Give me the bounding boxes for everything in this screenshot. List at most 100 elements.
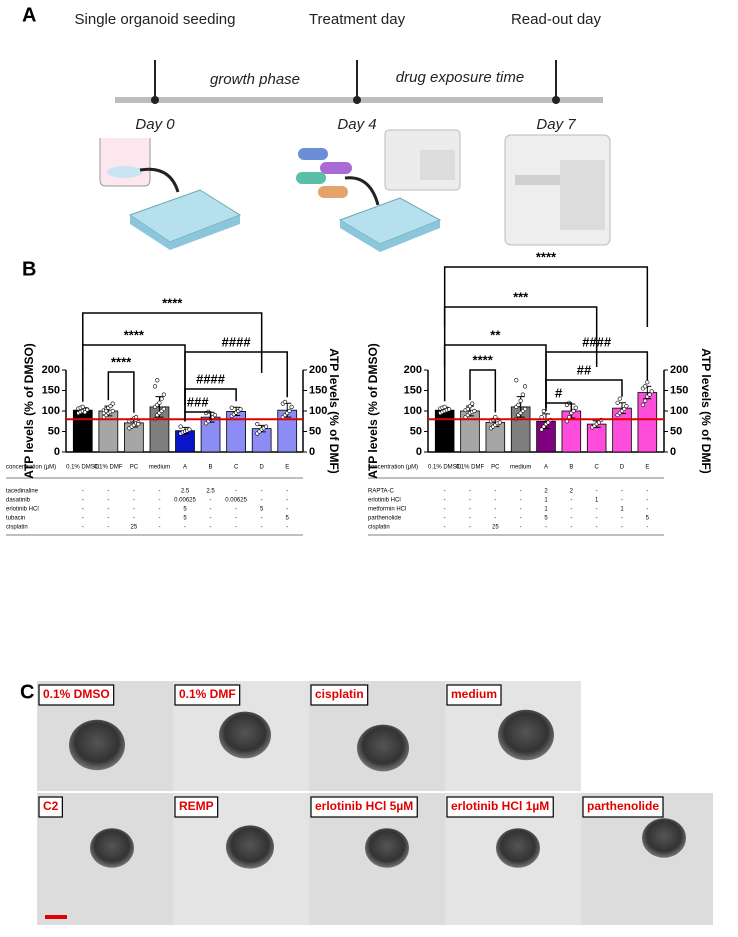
y-tick-label: 0 — [54, 446, 60, 458]
day: Day 0 — [135, 116, 175, 133]
table-cell: - — [494, 489, 496, 495]
table-cell: 5 — [544, 516, 548, 522]
table-cell: - — [646, 525, 648, 531]
table-cell: 1 — [620, 507, 624, 513]
x-tick-label: medium — [149, 465, 170, 471]
table-cell: - — [82, 489, 84, 495]
data-point — [161, 406, 166, 412]
table-cell: - — [469, 507, 471, 513]
organoid — [357, 724, 409, 772]
label-box — [310, 796, 418, 818]
table-row-label: metformin HCl — [368, 507, 406, 513]
data-point — [161, 392, 166, 397]
table-cell: 1 — [595, 498, 599, 504]
image-label: C2 — [43, 799, 59, 813]
x-tick-label: B — [209, 465, 213, 471]
table-cell: - — [158, 525, 160, 531]
table-cell: - — [210, 516, 212, 522]
significance-bracket — [545, 379, 623, 408]
significance-bracket — [82, 312, 263, 373]
y-axis-title: ATP levels (% of DMSO) — [366, 343, 380, 479]
bar — [72, 409, 93, 453]
table-cell: - — [621, 525, 623, 531]
label-box — [38, 684, 115, 706]
table-cell: - — [82, 525, 84, 531]
data-point — [643, 384, 648, 389]
label-box — [446, 796, 554, 818]
image-label: medium — [451, 687, 497, 701]
timeline-dots — [151, 96, 560, 104]
table-cell: - — [646, 489, 648, 495]
x-tick-label: 0.1% DMSO — [428, 465, 462, 471]
table-cell: - — [520, 507, 522, 513]
label-box — [446, 684, 502, 706]
table-cell: - — [570, 516, 572, 522]
data-point — [643, 398, 648, 403]
table-row-label: cisplatin — [368, 525, 390, 531]
table-cell: 2.5 — [206, 489, 215, 495]
table-cell: - — [520, 525, 522, 531]
data-point — [649, 389, 654, 394]
data-point — [289, 404, 294, 410]
bar — [586, 423, 607, 453]
table-cell: - — [596, 507, 598, 513]
x-tick-label: A — [183, 465, 187, 471]
significance-label: #### — [196, 371, 226, 386]
table-cell: - — [520, 498, 522, 504]
label-box — [582, 796, 664, 818]
data-point — [238, 407, 243, 412]
table-row-label: cisplatin — [6, 525, 28, 531]
data-point — [622, 406, 627, 412]
y-tick-label: 150 — [42, 384, 60, 396]
table-cell: - — [133, 507, 135, 513]
table-cell: 2 — [544, 489, 548, 495]
data-point — [442, 404, 447, 410]
y-tick-label: 50 — [48, 425, 60, 437]
data-point — [263, 424, 269, 429]
bar — [460, 410, 480, 453]
data-point — [514, 378, 519, 383]
image-label: erlotinib HCl 1µM — [451, 799, 549, 813]
table-cell: - — [444, 498, 446, 504]
table-cell: - — [235, 507, 237, 513]
table-cell: - — [286, 507, 288, 513]
table-cell: - — [133, 498, 135, 504]
label-box — [38, 796, 63, 818]
significance-label: ### — [187, 394, 209, 409]
data-point — [157, 400, 162, 405]
y2-tick-label: 100 — [670, 405, 688, 417]
y2-tick-label: 150 — [670, 384, 688, 396]
data-point — [104, 408, 109, 414]
table-cell: - — [82, 507, 84, 513]
data-point — [446, 407, 452, 412]
data-point — [640, 402, 646, 407]
phase: drug exposure time — [396, 69, 524, 86]
bar — [98, 410, 119, 453]
table-cell: - — [520, 516, 522, 522]
table-cell: - — [261, 516, 263, 522]
y2-axis-title: ATP levels (% of DMF) — [327, 348, 341, 474]
table-cell: - — [158, 507, 160, 513]
table-cell: - — [494, 498, 496, 504]
significance-bracket — [443, 266, 649, 327]
table-cell: - — [235, 489, 237, 495]
table-cell: 5 — [183, 507, 187, 513]
organoid — [642, 818, 686, 858]
data-point — [647, 392, 652, 397]
y2-tick-label: 0 — [670, 446, 676, 458]
table-cell: 5 — [646, 516, 650, 522]
table-cell: - — [469, 498, 471, 504]
table-cell: - — [444, 489, 446, 495]
data-point — [522, 384, 528, 389]
data-point — [229, 405, 234, 410]
table-cell: - — [261, 498, 263, 504]
organoid — [90, 828, 134, 868]
data-point — [255, 422, 260, 427]
organoid — [219, 711, 271, 759]
table-row-label: RAPTA-C — [368, 489, 395, 495]
y2-tick-label: 50 — [309, 425, 321, 437]
table-cell: 0.00625 — [225, 498, 247, 504]
table-cell: 5 — [260, 507, 264, 513]
table-cell: - — [469, 489, 471, 495]
